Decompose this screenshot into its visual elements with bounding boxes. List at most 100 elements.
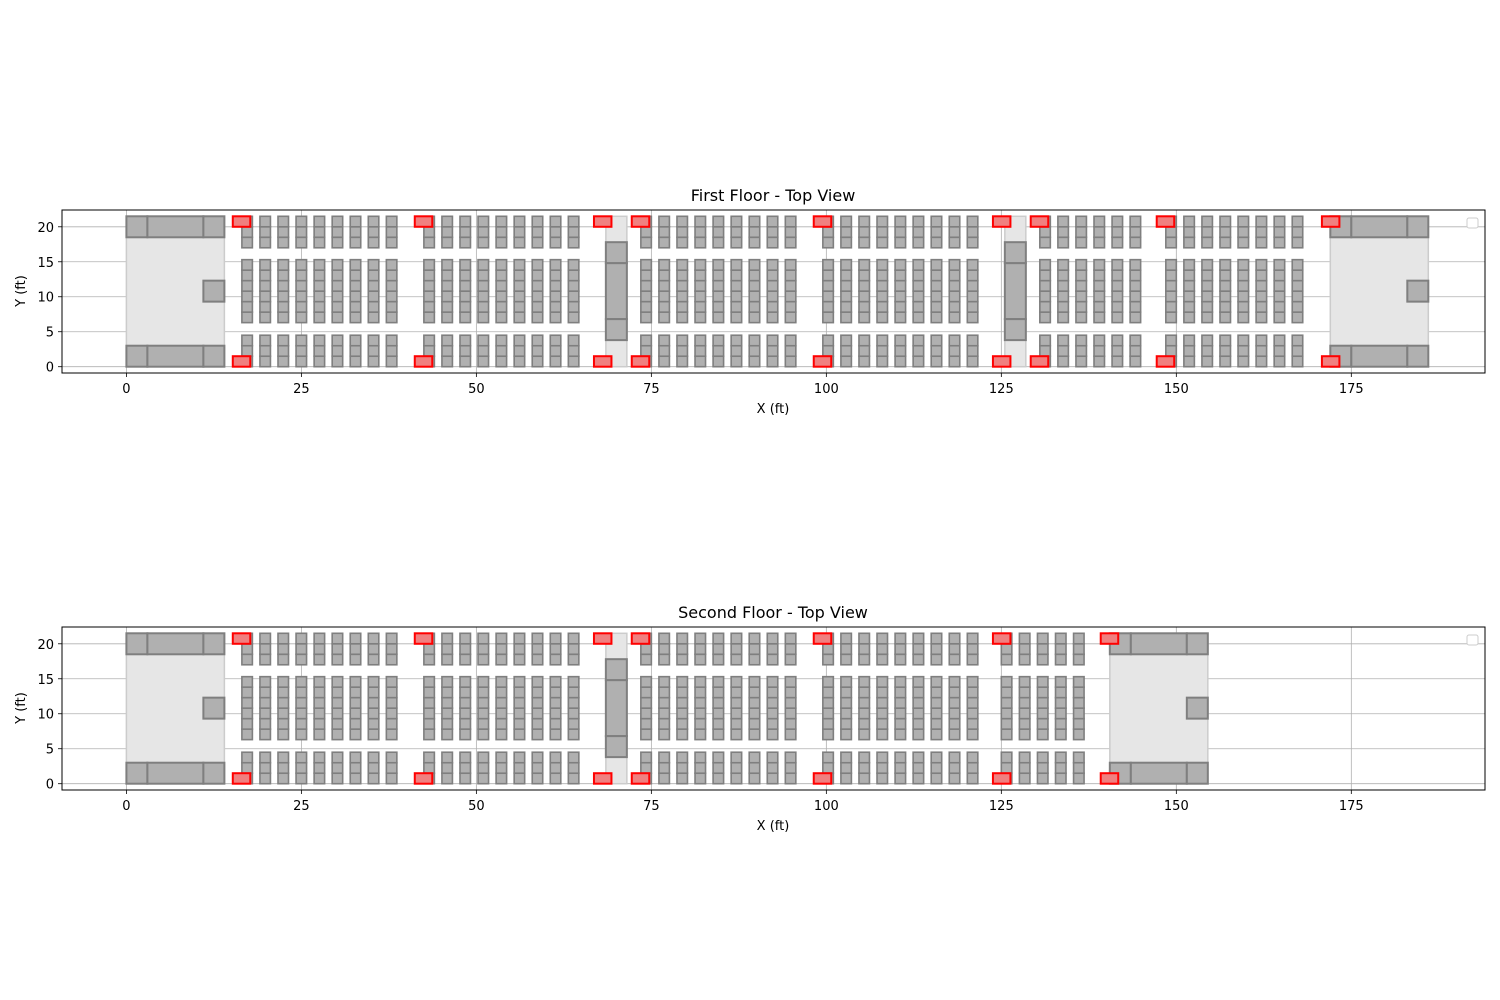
seat: [1129, 290, 1142, 303]
seat: [1273, 300, 1286, 313]
seat: [1093, 334, 1106, 347]
seat: [241, 311, 254, 324]
seat: [295, 236, 308, 249]
seat: [930, 632, 943, 645]
seat: [1183, 334, 1196, 347]
seat: [1129, 236, 1142, 249]
seat: [912, 653, 925, 666]
seat: [876, 728, 889, 741]
storage-cabinet: [1406, 279, 1430, 303]
floor-plan: [125, 632, 1209, 785]
seat: [930, 717, 943, 730]
seat: [1039, 258, 1052, 271]
seat: [349, 225, 362, 239]
x-tick-label: 50: [468, 382, 485, 397]
seat: [822, 258, 835, 271]
seat: [331, 632, 344, 645]
seat: [1075, 290, 1088, 303]
seat: [748, 717, 761, 730]
seat: [477, 751, 490, 764]
seat: [712, 675, 725, 688]
seat: [349, 696, 362, 709]
y-tick-label: 5: [46, 326, 54, 341]
seat: [349, 334, 362, 347]
seat: [367, 632, 380, 645]
seat: [822, 761, 835, 775]
seat: [1237, 290, 1250, 303]
seat: [712, 311, 725, 324]
seat: [1111, 300, 1124, 313]
seat: [513, 215, 526, 228]
seat: [1072, 696, 1085, 709]
seat: [1057, 300, 1070, 313]
seat: [930, 334, 943, 347]
seat: [784, 279, 797, 292]
seat: [1219, 290, 1232, 303]
seat: [930, 279, 943, 292]
seat: [277, 761, 290, 775]
seat: [241, 279, 254, 292]
seat: [531, 642, 544, 656]
seat: [241, 225, 254, 239]
emergency-exit: [592, 772, 613, 785]
seat: [1273, 355, 1286, 368]
seat: [966, 355, 979, 368]
panel-title: Second Floor - Top View: [678, 603, 868, 622]
seat: [948, 653, 961, 666]
seat: [912, 751, 925, 764]
seat: [966, 751, 979, 764]
seat: [385, 225, 398, 239]
seat: [930, 311, 943, 324]
seat: [784, 236, 797, 249]
seat: [331, 355, 344, 368]
seat: [966, 236, 979, 249]
seat: [349, 279, 362, 292]
seat: [1129, 300, 1142, 313]
y-tick-label: 15: [37, 256, 54, 271]
seat: [1093, 215, 1106, 228]
seat: [567, 290, 580, 303]
seat: [1054, 632, 1067, 645]
seat: [241, 717, 254, 730]
seat: [948, 632, 961, 645]
seat: [477, 300, 490, 313]
seat: [1057, 290, 1070, 303]
seat: [730, 772, 743, 785]
seat: [441, 334, 454, 347]
seat: [531, 728, 544, 741]
seat: [948, 215, 961, 228]
seat: [513, 653, 526, 666]
seat: [277, 696, 290, 709]
seat: [930, 290, 943, 303]
seat: [1291, 269, 1304, 282]
seat: [694, 632, 707, 645]
seat: [567, 236, 580, 249]
seat: [349, 355, 362, 368]
seat: [495, 675, 508, 688]
seat: [385, 761, 398, 775]
seat: [748, 728, 761, 741]
seat: [948, 311, 961, 324]
seat: [441, 344, 454, 358]
seat: [1018, 642, 1031, 656]
seat: [349, 772, 362, 785]
seat: [930, 355, 943, 368]
seat: [640, 653, 653, 666]
seat: [784, 258, 797, 271]
seat: [567, 632, 580, 645]
seat: [784, 728, 797, 741]
seat: [912, 290, 925, 303]
seat: [349, 311, 362, 324]
seat: [1057, 236, 1070, 249]
seat: [658, 344, 671, 358]
seat: [313, 632, 326, 645]
seat: [331, 642, 344, 656]
galley-unit: [125, 215, 149, 239]
seat: [1075, 300, 1088, 313]
seat: [1201, 300, 1214, 313]
seat: [295, 355, 308, 368]
seat: [694, 279, 707, 292]
seat: [477, 686, 490, 699]
seat: [730, 707, 743, 720]
seat: [1075, 344, 1088, 358]
